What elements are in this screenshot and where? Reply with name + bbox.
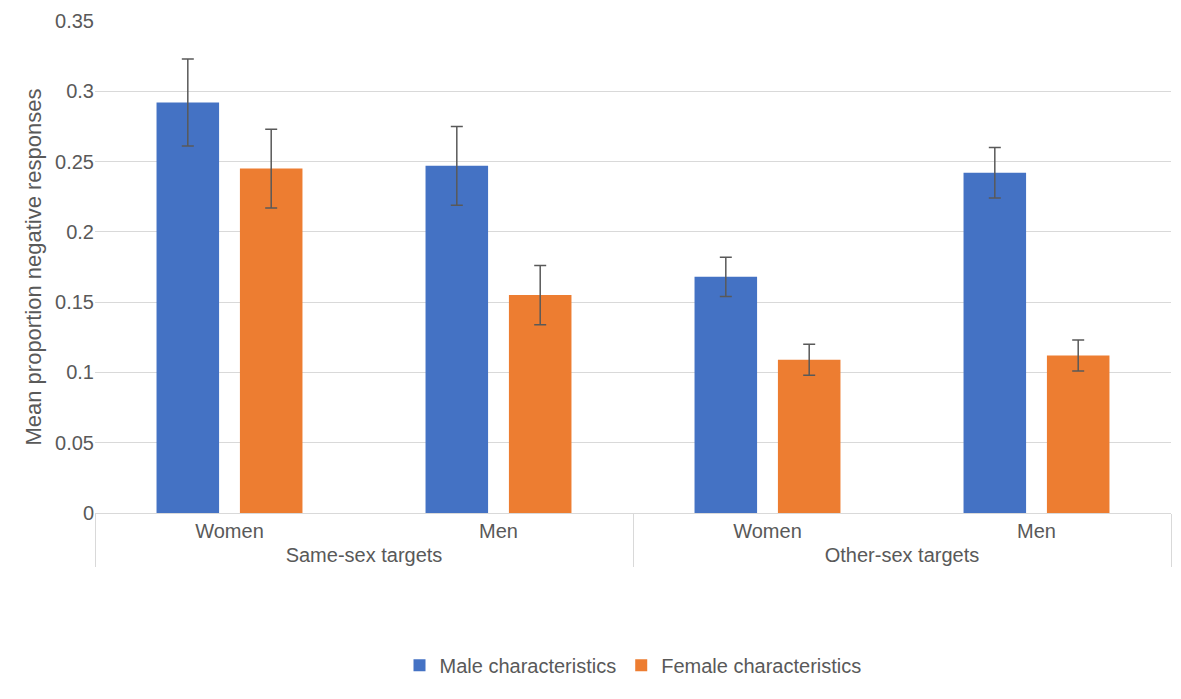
svg-text:0.35: 0.35 bbox=[55, 10, 94, 32]
svg-text:0.3: 0.3 bbox=[66, 80, 94, 102]
svg-text:Men: Men bbox=[479, 520, 518, 542]
svg-text:Women: Women bbox=[733, 520, 802, 542]
svg-text:Mean proportion negative respo: Mean proportion negative responses bbox=[21, 88, 46, 445]
svg-text:Female characteristics: Female characteristics bbox=[661, 655, 861, 677]
svg-text:Women: Women bbox=[195, 520, 264, 542]
svg-text:0.15: 0.15 bbox=[55, 291, 94, 313]
svg-text:0.05: 0.05 bbox=[55, 432, 94, 454]
svg-text:0: 0 bbox=[83, 502, 94, 524]
svg-text:0.1: 0.1 bbox=[66, 361, 94, 383]
svg-text:Men: Men bbox=[1017, 520, 1056, 542]
svg-text:Same-sex targets: Same-sex targets bbox=[286, 544, 443, 566]
svg-text:Other-sex targets: Other-sex targets bbox=[825, 544, 980, 566]
svg-text:0.25: 0.25 bbox=[55, 151, 94, 173]
svg-text:Male characteristics: Male characteristics bbox=[440, 655, 617, 677]
svg-text:0.2: 0.2 bbox=[66, 221, 94, 243]
